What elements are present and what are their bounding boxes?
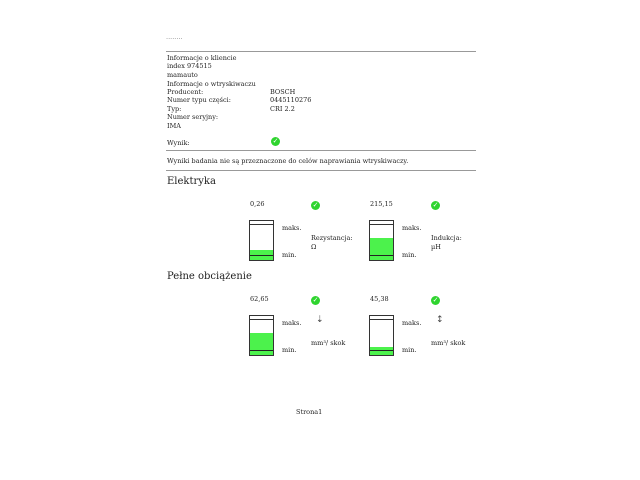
min-line — [370, 350, 393, 351]
gauge-fill — [370, 238, 393, 260]
level-gauge — [369, 315, 394, 356]
client-name: mamauto — [167, 71, 198, 79]
unit-label: mm³/ skok — [311, 339, 346, 347]
injector-extra: IMA — [167, 122, 181, 130]
disclaimer: Wyniki badania nie są przeznaczone do ce… — [167, 157, 409, 165]
max-label: maks. — [402, 319, 422, 327]
measure-label: Indukcja: — [431, 234, 462, 242]
min-label: min. — [402, 251, 417, 259]
min-label: min. — [402, 346, 417, 354]
client-title: Informacje o kliencie — [167, 54, 237, 62]
header-fragment: ........ — [166, 33, 183, 41]
min-line — [250, 255, 273, 256]
injector-icon: ↕ — [436, 315, 444, 325]
gauge-value: 45,38 — [370, 295, 389, 303]
producer-label: Producent: — [167, 88, 204, 96]
min-line — [370, 255, 393, 256]
max-line — [250, 220, 273, 225]
type-value: CRI 2.2 — [270, 105, 295, 113]
check-icon: ✓ — [311, 201, 320, 210]
section-title-electrical: Elektryka — [167, 176, 216, 187]
max-line — [370, 220, 393, 225]
max-line — [370, 315, 393, 320]
client-index: index 974515 — [167, 62, 212, 70]
check-icon: ✓ — [431, 201, 440, 210]
divider — [166, 51, 476, 52]
measure-label: Rezystancja: — [311, 234, 353, 242]
unit-label: µH — [431, 243, 441, 251]
unit-label: Ω — [311, 243, 317, 251]
gauge-value: 0,26 — [250, 200, 265, 208]
result-label: Wynik: — [167, 139, 190, 147]
divider — [166, 170, 476, 171]
gauge-value: 62,65 — [250, 295, 269, 303]
check-icon: ✓ — [311, 296, 320, 305]
gauge-fill — [250, 333, 273, 355]
max-label: maks. — [402, 224, 422, 232]
divider — [166, 150, 476, 151]
level-gauge — [249, 315, 274, 356]
part-number-label: Numer typu części: — [167, 96, 231, 104]
type-label: Typ: — [167, 105, 182, 113]
min-label: min. — [282, 251, 297, 259]
producer-value: BOSCH — [270, 88, 296, 96]
section-title-full-load: Pełne obciążenie — [167, 271, 252, 282]
part-number-value: 0445110276 — [270, 96, 312, 104]
injector-spray-icon: ⇣ — [316, 315, 324, 325]
gauge-value: 215,15 — [370, 200, 393, 208]
min-label: min. — [282, 346, 297, 354]
min-line — [250, 350, 273, 351]
serial-label: Numer seryjny: — [167, 113, 219, 121]
injector-title: Informacje o wtryskiwaczu — [167, 80, 256, 88]
gauge-fill — [370, 347, 393, 355]
unit-label: mm³/ skok — [431, 339, 466, 347]
page-number: Strona1 — [296, 408, 323, 416]
max-line — [250, 315, 273, 320]
level-gauge — [369, 220, 394, 261]
check-icon: ✓ — [431, 296, 440, 305]
max-label: maks. — [282, 319, 302, 327]
max-label: maks. — [282, 224, 302, 232]
check-icon: ✓ — [271, 137, 280, 146]
level-gauge — [249, 220, 274, 261]
